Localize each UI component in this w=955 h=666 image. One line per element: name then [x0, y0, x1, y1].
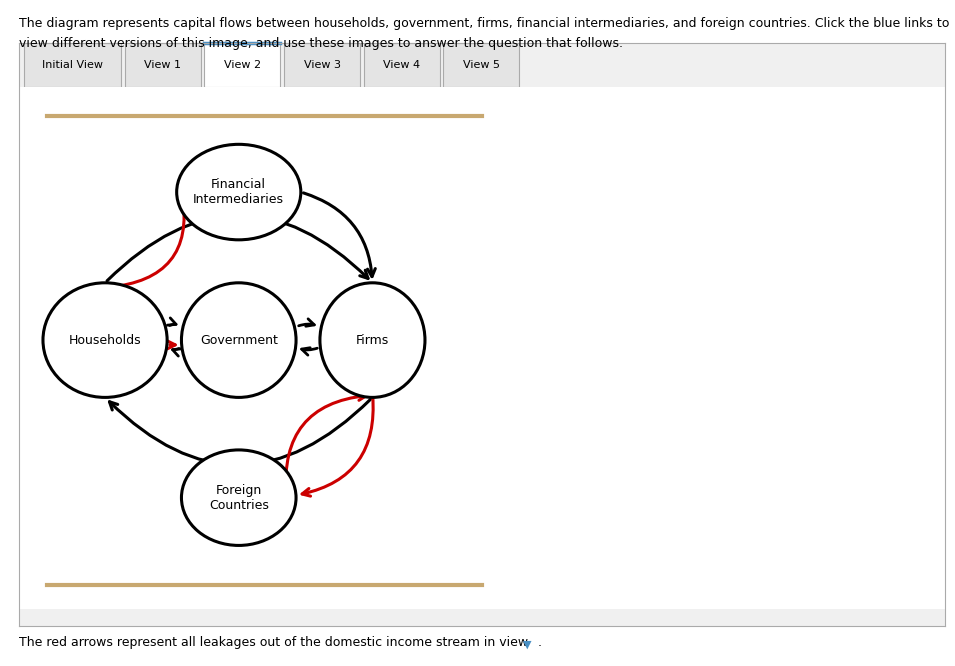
Text: view different versions of this image, and use these images to answer the questi: view different versions of this image, a…	[19, 37, 623, 50]
FancyArrowPatch shape	[173, 348, 181, 356]
FancyArrowPatch shape	[299, 319, 314, 326]
FancyArrowPatch shape	[302, 348, 317, 355]
Text: Government: Government	[200, 334, 278, 346]
Text: Initial View: Initial View	[42, 60, 103, 70]
FancyBboxPatch shape	[204, 43, 281, 87]
Text: View 1: View 1	[144, 60, 181, 70]
Ellipse shape	[43, 283, 167, 398]
FancyArrowPatch shape	[302, 396, 373, 496]
Text: The diagram represents capital flows between households, government, firms, fina: The diagram represents capital flows bet…	[19, 17, 949, 30]
Ellipse shape	[177, 145, 301, 240]
FancyArrowPatch shape	[110, 400, 371, 465]
Text: Households: Households	[69, 334, 141, 346]
Ellipse shape	[320, 283, 425, 398]
FancyArrowPatch shape	[286, 392, 367, 495]
Ellipse shape	[181, 283, 296, 398]
FancyArrowPatch shape	[107, 215, 368, 281]
FancyBboxPatch shape	[24, 43, 121, 87]
FancyBboxPatch shape	[284, 43, 360, 87]
Text: The red arrows represent all leakages out of the domestic income stream in view: The red arrows represent all leakages ou…	[19, 636, 528, 649]
Text: View 4: View 4	[383, 60, 420, 70]
Text: Financial
Intermediaries: Financial Intermediaries	[193, 178, 285, 206]
Text: .: .	[538, 636, 541, 649]
FancyBboxPatch shape	[443, 43, 520, 87]
FancyBboxPatch shape	[364, 43, 439, 87]
Ellipse shape	[181, 450, 296, 545]
Text: View 3: View 3	[304, 60, 341, 70]
FancyArrowPatch shape	[167, 341, 176, 349]
FancyArrowPatch shape	[167, 318, 176, 326]
Text: Firms: Firms	[356, 334, 389, 346]
FancyBboxPatch shape	[125, 43, 201, 87]
FancyArrowPatch shape	[108, 196, 187, 287]
Text: View 2: View 2	[223, 60, 261, 70]
FancyBboxPatch shape	[19, 87, 945, 609]
Text: Foreign
Countries: Foreign Countries	[209, 484, 268, 511]
Text: ▼: ▼	[523, 639, 532, 649]
Text: View 5: View 5	[463, 60, 499, 70]
FancyArrowPatch shape	[304, 193, 375, 276]
